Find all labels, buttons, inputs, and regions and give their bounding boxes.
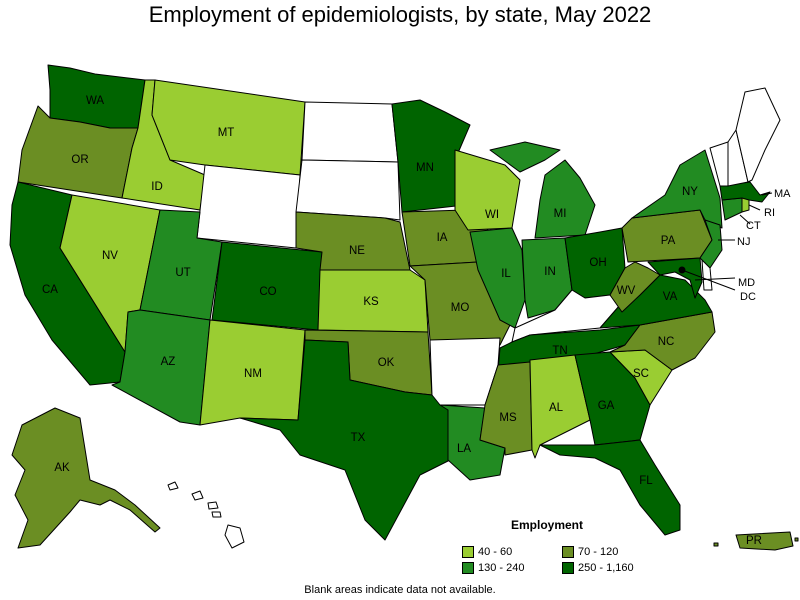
legend-swatch	[562, 546, 574, 558]
label-mn: MN	[416, 162, 434, 174]
state-ny[interactable]	[631, 149, 723, 229]
label-wa: WA	[86, 95, 104, 107]
label-nm: NM	[244, 368, 262, 380]
label-ri: RI	[764, 207, 775, 219]
label-mo: MO	[451, 302, 470, 314]
legend: Employment 40 - 60 70 - 120 130 - 240 25…	[462, 518, 662, 574]
state-ma[interactable]	[719, 181, 771, 203]
legend-item: 70 - 120	[562, 546, 672, 558]
state-il[interactable]	[469, 227, 526, 329]
label-ne: NE	[349, 245, 365, 257]
legend-label: 130 - 240	[478, 562, 525, 574]
label-ks: KS	[363, 296, 379, 308]
label-nv: NV	[102, 250, 118, 262]
label-or: OR	[71, 154, 88, 166]
state-fl[interactable]	[539, 439, 681, 536]
footnote: Blank areas indicate data not available.	[304, 584, 496, 596]
label-ny: NY	[682, 186, 698, 198]
label-id: ID	[151, 181, 163, 193]
legend-label: 70 - 120	[578, 546, 619, 558]
label-oh: OH	[589, 257, 606, 269]
label-ca: CA	[42, 284, 58, 296]
label-md: MD	[738, 277, 755, 289]
label-pa: PA	[661, 235, 676, 247]
legend-label: 250 - 1,160	[578, 562, 634, 574]
label-ms: MS	[499, 412, 517, 424]
legend-item: 130 - 240	[462, 562, 562, 574]
label-pr: PR	[746, 535, 762, 547]
state-md[interactable]	[647, 257, 703, 299]
callout-lines	[681, 192, 773, 291]
label-nc: NC	[658, 336, 675, 348]
label-va: VA	[663, 291, 678, 303]
map-title: Employment of epidemiologists, by state,…	[148, 2, 652, 27]
state-ct[interactable]	[721, 197, 743, 221]
state-mi[interactable]	[489, 141, 596, 239]
state-ak[interactable]	[11, 407, 161, 549]
label-ut: UT	[175, 267, 190, 279]
legend-label: 40 - 60	[478, 546, 513, 558]
state-hi[interactable]	[167, 481, 245, 549]
legend-title: Employment	[510, 518, 583, 532]
label-mi: MI	[554, 208, 567, 220]
label-wv: WV	[617, 285, 636, 297]
label-ct: CT	[746, 220, 761, 232]
label-mt: MT	[218, 127, 235, 139]
state-tx[interactable]	[239, 339, 451, 541]
legend-swatch	[562, 562, 574, 574]
state-wv[interactable]	[609, 261, 661, 313]
legend-swatch	[462, 562, 474, 574]
label-az: AZ	[161, 356, 176, 368]
label-al: AL	[549, 402, 564, 414]
label-tn: TN	[552, 345, 567, 357]
state-me[interactable]	[735, 87, 781, 183]
label-ia: IA	[437, 232, 448, 244]
state-sd[interactable]	[295, 159, 401, 221]
state-wy[interactable]	[196, 164, 301, 249]
label-ak: AK	[54, 462, 70, 474]
label-co: CO	[259, 286, 276, 298]
label-sc: SC	[633, 368, 649, 380]
label-dc: DC	[740, 291, 756, 303]
label-ok: OK	[378, 357, 395, 369]
legend-item: 250 - 1,160	[562, 562, 672, 574]
label-la: LA	[457, 443, 471, 455]
pr-islands	[713, 537, 799, 547]
legend-item: 40 - 60	[462, 546, 562, 558]
state-nc[interactable]	[609, 311, 716, 371]
state-nd[interactable]	[301, 101, 399, 163]
label-wi: WI	[485, 209, 499, 221]
label-tx: TX	[351, 432, 366, 444]
label-il: IL	[501, 268, 511, 280]
state-ks[interactable]	[317, 269, 429, 333]
label-ga: GA	[598, 400, 615, 412]
label-nj: NJ	[737, 236, 750, 248]
label-fl: FL	[639, 475, 653, 487]
legend-swatch	[462, 546, 474, 558]
label-in: IN	[544, 266, 556, 278]
state-pr[interactable]	[735, 531, 794, 551]
label-ma: MA	[774, 188, 791, 200]
